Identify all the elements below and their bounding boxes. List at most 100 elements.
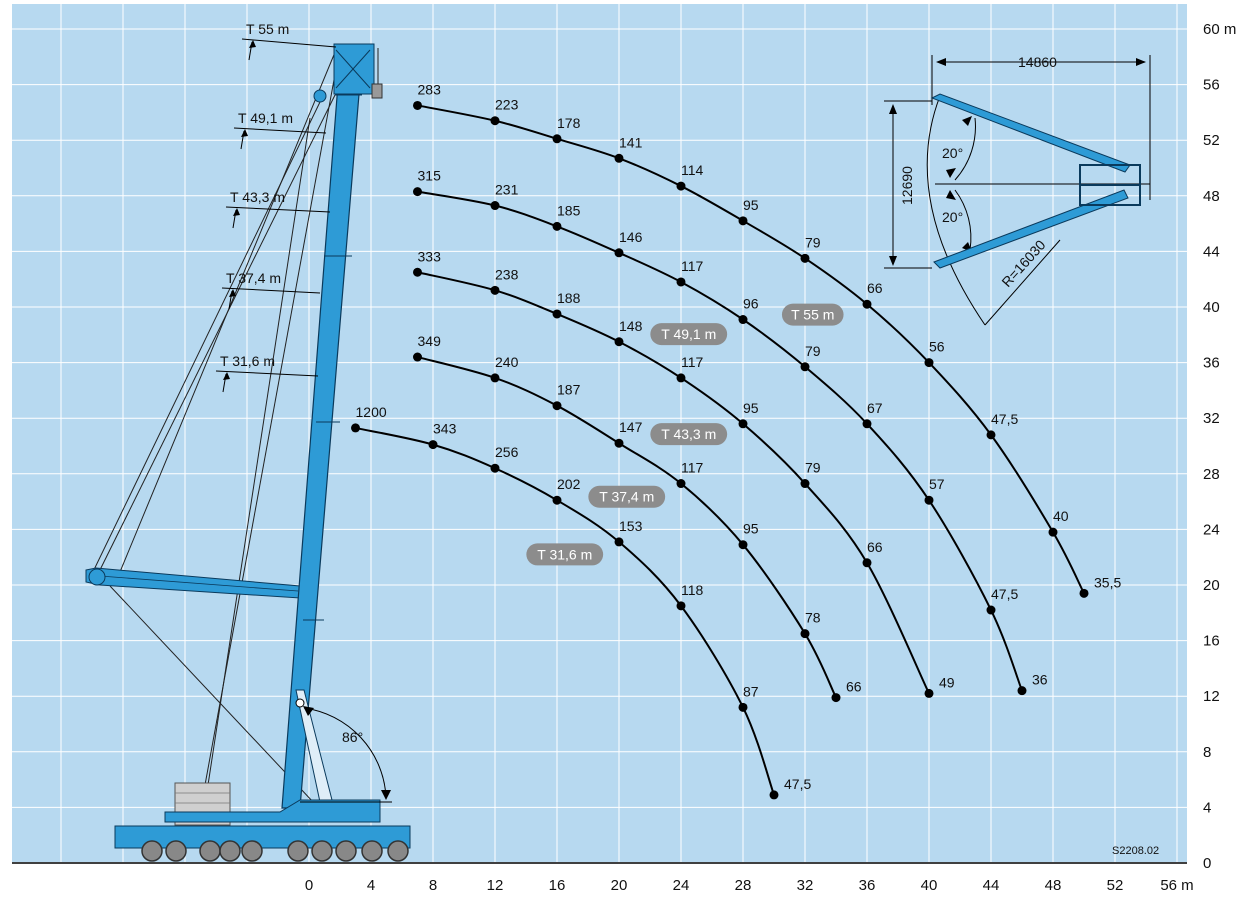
load-value-label: 118: [681, 582, 704, 598]
load-point: [413, 187, 422, 197]
load-point: [862, 299, 872, 309]
load-value-label: 238: [495, 266, 519, 282]
x-tick-label: 24: [673, 877, 690, 894]
load-point: [676, 277, 686, 287]
load-value-label: 47,5: [991, 586, 1018, 602]
load-point: [614, 438, 624, 448]
series-pill-label: T 49,1 m: [661, 326, 716, 342]
y-tick-label: 20: [1203, 577, 1220, 594]
load-value-label: 349: [418, 333, 442, 349]
x-tick-label: 52: [1107, 877, 1124, 894]
load-value-label: 66: [867, 280, 883, 296]
load-value-label: 47,5: [784, 776, 811, 792]
load-value-label: 141: [619, 134, 643, 150]
load-value-label: 66: [846, 679, 862, 695]
mast-leader-line: [225, 206, 331, 213]
y-tick-label: 16: [1203, 633, 1220, 650]
load-point: [986, 605, 996, 615]
mast-leader-line: [233, 127, 327, 134]
load-value-label: 240: [495, 354, 519, 370]
y-tick-label: 0: [1203, 855, 1211, 872]
y-tick-label: 52: [1203, 132, 1220, 149]
load-value-label: 188: [557, 290, 581, 306]
load-point: [552, 221, 562, 231]
load-point: [552, 134, 562, 144]
load-value-label: 79: [805, 460, 821, 476]
load-value-label: 95: [743, 400, 759, 416]
mast-arrowhead: [223, 372, 230, 380]
load-value-label: 343: [433, 421, 457, 437]
angle-annotation: 86°: [300, 706, 392, 803]
load-point: [1017, 686, 1027, 696]
load-value-label: 153: [619, 518, 643, 534]
load-value-label: 185: [557, 202, 581, 218]
load-value-label: 79: [805, 343, 821, 359]
load-value-label: 1200: [356, 404, 387, 420]
load-point: [1079, 588, 1089, 598]
load-value-label: 117: [681, 460, 704, 476]
wheel: [287, 840, 309, 862]
load-point: [862, 419, 872, 429]
load-value-label: 202: [557, 476, 581, 492]
boom-sections: [303, 94, 362, 621]
load-value-label: 231: [495, 182, 519, 198]
mast-length-label: T 49,1 m: [238, 110, 293, 126]
load-point: [769, 790, 779, 800]
load-value-label: 146: [619, 229, 643, 245]
load-point: [614, 153, 624, 163]
y-tick-label: 56: [1203, 77, 1220, 94]
series-pill: [650, 423, 728, 446]
wheel: [335, 840, 357, 862]
series-pill-label: T 31,6 m: [537, 546, 592, 562]
x-tick-label: 16: [549, 877, 566, 894]
y-tick-label: 48: [1203, 188, 1220, 205]
load-point: [490, 373, 500, 383]
load-point: [862, 558, 872, 568]
load-point: [676, 601, 686, 611]
mast-arrowhead: [229, 289, 236, 297]
load-curve: [355, 426, 775, 796]
load-point: [986, 430, 996, 440]
wheels: [141, 840, 409, 862]
load-value-label: 148: [619, 318, 643, 334]
load-point: [413, 267, 422, 277]
load-value-label: 35,5: [1094, 574, 1121, 590]
load-point: [614, 337, 624, 347]
wheel: [165, 840, 187, 862]
drawing-code: S2208.02: [1112, 845, 1159, 857]
load-point: [738, 419, 748, 429]
load-value-label: 117: [681, 258, 704, 274]
load-value-label: 40: [1053, 508, 1069, 524]
load-point: [676, 479, 686, 489]
load-point: [738, 540, 748, 550]
load-point: [490, 201, 500, 211]
load-point: [1048, 527, 1058, 537]
wheel: [311, 840, 333, 862]
load-value-label: 117: [681, 354, 704, 370]
load-value-label: 178: [557, 115, 581, 131]
series-pill-label: T 37,4 m: [599, 489, 654, 505]
y-tick-label: 44: [1203, 243, 1220, 260]
load-curves: 283 223 178 141 114 95 79 66 56 47,5 40 35,5 T 55 m 3…: [351, 81, 1121, 800]
x-tick-label: 20: [611, 877, 628, 894]
x-tick-label: 4: [367, 877, 375, 894]
series-pill-label: T 55 m: [791, 307, 834, 323]
superlift-height: 12690: [899, 166, 915, 205]
load-value-label: 223: [495, 97, 519, 113]
load-value-label: 95: [743, 197, 759, 213]
angle-label: 86°: [342, 729, 363, 745]
load-value-label: 66: [867, 539, 883, 555]
series-pill: [781, 303, 844, 326]
load-point: [800, 253, 810, 263]
y-tick-label: 28: [1203, 466, 1220, 483]
x-tick-label: 12: [487, 877, 504, 894]
y-tick-label: 24: [1203, 521, 1220, 538]
load-value-label: 79: [805, 234, 821, 250]
series-pill: [526, 543, 604, 566]
grid: [12, 4, 1187, 864]
load-point: [552, 401, 562, 411]
load-point: [428, 440, 438, 450]
load-point: [738, 702, 748, 712]
mast-length-labels: T 55 m T 49,1 m T 43,3 m T 37,4 m T 31,6 m: [215, 21, 337, 393]
mast-arrowhead: [233, 208, 240, 216]
